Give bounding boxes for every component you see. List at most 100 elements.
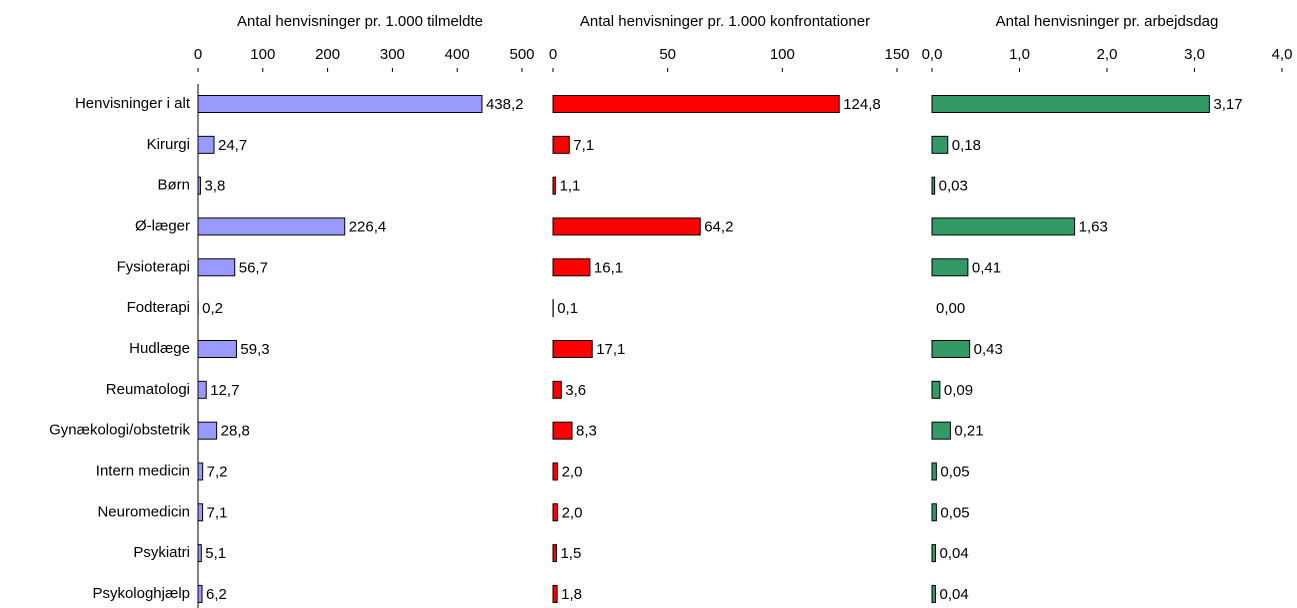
value-label: 17,1 xyxy=(596,341,625,358)
x-tick-label: 3,0 xyxy=(1184,46,1205,63)
x-tick-label: 100 xyxy=(770,46,795,63)
value-label: 28,8 xyxy=(221,423,250,440)
bar xyxy=(552,217,701,236)
category-label: Gynækologi/obstetrik xyxy=(49,422,190,439)
bar xyxy=(931,503,937,522)
bar xyxy=(931,258,969,277)
value-label: 59,3 xyxy=(240,341,269,358)
value-label: 7,1 xyxy=(207,504,228,521)
category-label: Hudlæge xyxy=(129,340,190,357)
value-label: 2,0 xyxy=(562,504,583,521)
value-label: 0,03 xyxy=(939,178,968,195)
bar xyxy=(552,258,591,277)
value-label: 0,00 xyxy=(936,300,965,317)
bar xyxy=(931,462,937,481)
value-label: 56,7 xyxy=(239,259,268,276)
x-tick-label: 400 xyxy=(445,46,470,63)
value-label: 0,1 xyxy=(557,300,578,317)
value-label: 124,8 xyxy=(843,96,881,113)
category-label: Henvisninger i alt xyxy=(75,95,191,112)
bar xyxy=(552,421,573,440)
category-label: Psykiatri xyxy=(133,544,190,561)
x-tick-label: 500 xyxy=(509,46,534,63)
bar xyxy=(931,95,1210,113)
panel-title: Antal henvisninger pr. 1.000 tilmeldte xyxy=(237,13,483,30)
x-tick-label: 0,0 xyxy=(922,46,943,63)
bar xyxy=(552,544,557,563)
value-label: 0,04 xyxy=(940,586,969,603)
value-label: 438,2 xyxy=(486,96,524,113)
x-tick-label: 1,0 xyxy=(1009,46,1030,63)
category-label: Kirurgi xyxy=(147,136,190,153)
category-label: Børn xyxy=(157,177,190,194)
bar xyxy=(552,380,562,399)
value-label: 0,05 xyxy=(940,504,969,521)
value-label: 0,2 xyxy=(202,300,223,317)
value-label: 0,43 xyxy=(974,341,1003,358)
value-label: 16,1 xyxy=(594,259,623,276)
bar xyxy=(931,135,949,154)
value-label: 0,41 xyxy=(972,259,1001,276)
value-label: 1,8 xyxy=(561,586,582,603)
bar xyxy=(197,217,346,236)
bar xyxy=(931,339,971,358)
category-label: Intern medicin xyxy=(96,462,190,479)
x-tick-label: 0 xyxy=(194,46,202,63)
bar xyxy=(197,258,236,277)
value-label: 226,4 xyxy=(349,218,387,235)
bar xyxy=(197,503,204,522)
bar xyxy=(931,217,1076,236)
category-label: Neuromedicin xyxy=(97,503,190,520)
category-label: Fodterapi xyxy=(127,299,190,316)
x-tick-label: 0 xyxy=(549,46,557,63)
bar xyxy=(931,380,941,399)
value-label: 12,7 xyxy=(210,382,239,399)
x-tick-label: 2,0 xyxy=(1097,46,1118,63)
value-label: 0,21 xyxy=(954,423,983,440)
value-label: 7,2 xyxy=(207,463,228,480)
bar xyxy=(197,421,218,440)
value-label: 5,1 xyxy=(205,545,226,562)
bar xyxy=(197,544,202,563)
bar xyxy=(197,95,483,113)
bar xyxy=(197,584,203,603)
value-label: 3,8 xyxy=(204,178,225,195)
bar xyxy=(931,176,936,195)
value-label: 0,18 xyxy=(952,137,981,154)
bar xyxy=(197,339,237,358)
bar xyxy=(197,176,201,195)
value-label: 3,6 xyxy=(565,382,586,399)
value-label: 8,3 xyxy=(576,423,597,440)
x-tick-label: 100 xyxy=(250,46,275,63)
bar xyxy=(552,462,559,481)
bar xyxy=(197,462,204,481)
value-label: 7,1 xyxy=(573,137,594,154)
value-label: 3,17 xyxy=(1213,96,1242,113)
bar xyxy=(552,339,593,358)
value-label: 1,1 xyxy=(560,178,581,195)
x-tick-label: 50 xyxy=(659,46,676,63)
value-label: 0,09 xyxy=(944,382,973,399)
panel-title: Antal henvisninger pr. 1.000 konfrontati… xyxy=(580,13,870,30)
bar xyxy=(552,503,559,522)
category-label: Ø-læger xyxy=(135,217,190,234)
value-label: 64,2 xyxy=(704,218,733,235)
value-label: 6,2 xyxy=(206,586,227,603)
x-tick-label: 4,0 xyxy=(1272,46,1293,63)
bar xyxy=(552,135,570,154)
bar xyxy=(931,544,936,563)
x-tick-label: 150 xyxy=(884,46,909,63)
category-label: Fysioterapi xyxy=(117,258,190,275)
bar xyxy=(552,584,558,603)
bar xyxy=(552,176,557,195)
bar xyxy=(931,421,951,440)
value-label: 1,63 xyxy=(1079,218,1108,235)
value-label: 0,04 xyxy=(940,545,969,562)
category-label: Psykologhjælp xyxy=(92,585,190,602)
value-label: 24,7 xyxy=(218,137,247,154)
category-label: Reumatologi xyxy=(106,381,190,398)
value-label: 1,5 xyxy=(560,545,581,562)
x-tick-label: 300 xyxy=(380,46,405,63)
panel-title: Antal henvisninger pr. arbejdsdag xyxy=(996,13,1219,30)
